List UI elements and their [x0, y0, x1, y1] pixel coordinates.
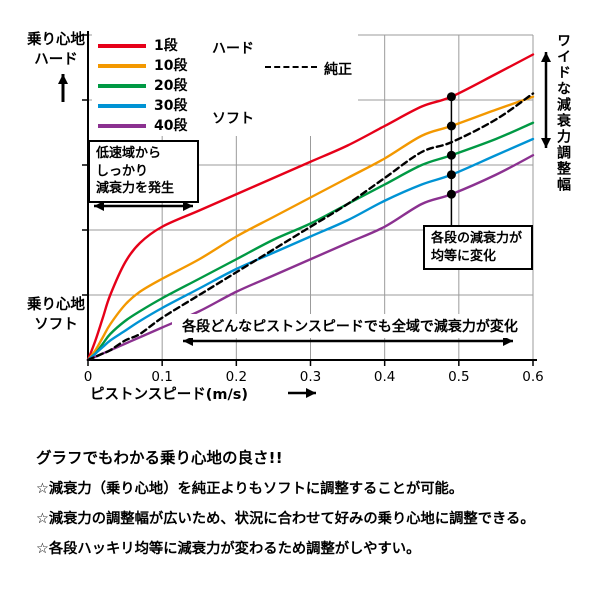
x-tick-label: 0.1 — [151, 369, 172, 385]
footer-bullet: ☆減衰力（乗り心地）を純正よりもソフトに調整することが可能。 — [36, 481, 464, 497]
full-range-note: 各段どんなピストンスピードでも全域で減衰力が変化 — [172, 314, 528, 338]
series-line-10段 — [86, 95, 535, 362]
legend-item: 30段 — [98, 96, 187, 116]
series-line-1段 — [86, 53, 535, 362]
x-tick-label: 0.2 — [226, 369, 247, 385]
stock-dash-swatch — [265, 66, 317, 68]
legend-label: 10段 — [154, 58, 188, 74]
footer-heading: グラフでもわかる乗り心地の良さ!! — [36, 449, 283, 467]
legend-label: 1段 — [154, 38, 178, 54]
series-line-20段 — [86, 121, 535, 362]
legend: 1段 10段 20段 30段 40段 — [98, 36, 187, 136]
legend-item: 10段 — [98, 56, 187, 76]
series-line-30段 — [86, 137, 535, 362]
x-tick-label: 0.3 — [300, 369, 321, 385]
legend-item: 40段 — [98, 116, 187, 136]
x-tick-label: 0.4 — [374, 369, 395, 385]
marker-dot — [446, 121, 456, 131]
x-tick-label: 0.6 — [522, 369, 543, 385]
low-speed-box: 低速域から しっかり 減衰力を発生 — [88, 140, 199, 203]
legend-swatch-20dan — [98, 84, 146, 88]
legend-swatch-10dan — [98, 64, 146, 68]
legend-swatch-40dan — [98, 124, 146, 128]
footer-bullet: ☆各段ハッキリ均等に減衰力が変わるため調整がしやすい。 — [36, 541, 421, 557]
legend-label: 30段 — [154, 98, 188, 114]
marker-dot — [446, 170, 456, 180]
series-line-純正 — [86, 92, 535, 362]
legend-swatch-30dan — [98, 104, 146, 108]
legend-label: 40段 — [154, 118, 188, 134]
marker-dot — [446, 92, 456, 102]
footer-bullet: ☆減衰力の調整幅が広いため、状況に合わせて好みの乗り心地に調整できる。 — [36, 511, 535, 527]
legend-item: 20段 — [98, 76, 187, 96]
legend-swatch-1dan — [98, 44, 146, 48]
x-tick-label: 0 — [84, 369, 93, 385]
x-tick-label: 0.5 — [448, 369, 469, 385]
chart-canvas: 0 0.1 0.2 0.3 0.4 0.5 0.6 — [58, 31, 551, 398]
x-axis-label: ピストンスピード(m/s) — [90, 387, 248, 403]
y-axis-label-soft: 乗り心地 ソフト — [27, 297, 85, 333]
marker-dot — [446, 189, 456, 199]
legend-soft-label: ソフト — [212, 111, 254, 127]
marker-dot — [446, 150, 456, 160]
stock-legend-label: 純正 — [324, 62, 352, 78]
description-block: グラフでもわかる乗り心地の良さ!! ☆減衰力（乗り心地）を純正よりもソフトに調整… — [36, 446, 588, 558]
legend-item: 1段 — [98, 36, 187, 56]
wide-adjust-range-label: ワイドな減衰力調整幅 — [555, 33, 571, 193]
legend-label: 20段 — [154, 78, 188, 94]
y-axis-label-hard: 乗り心地 ハード — [27, 32, 85, 68]
equal-change-box: 各段の減衰力が 均等に変化 — [423, 225, 533, 271]
legend-hard-label: ハード — [212, 41, 254, 57]
